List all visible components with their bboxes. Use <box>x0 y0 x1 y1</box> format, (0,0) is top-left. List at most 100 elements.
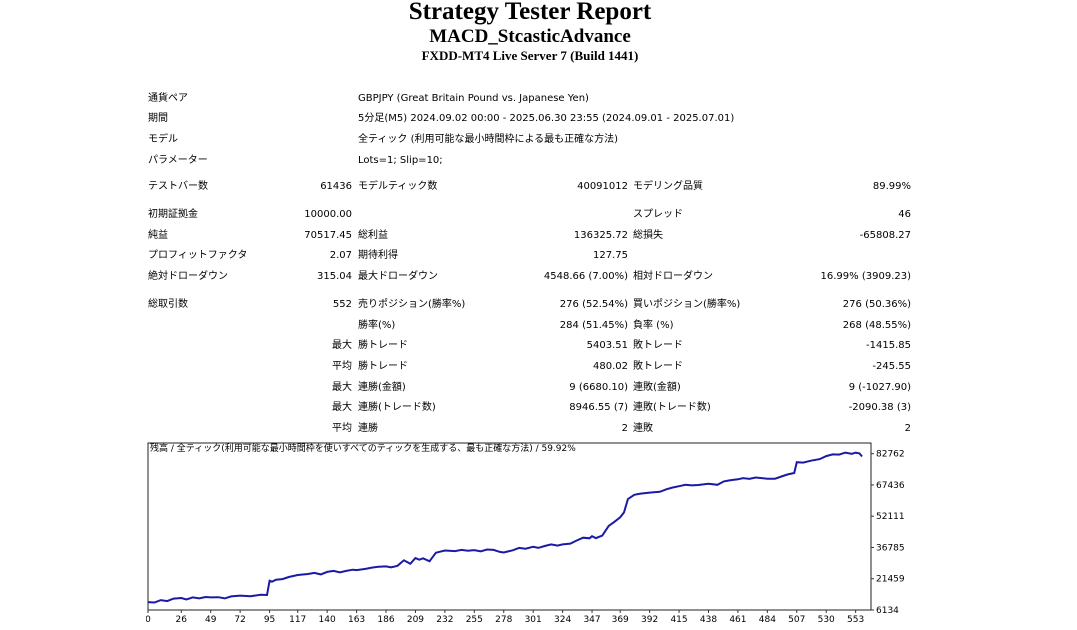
balance-chart-svg: 0 26 49 72 95 117 140 163 186 209 232 255 278 301 324 3… <box>146 442 905 625</box>
average-consecutive-wins-value: 2 <box>621 423 628 434</box>
x-tick-label: 49 <box>205 615 217 625</box>
absolute-drawdown-label: 絶対ドローダウン <box>148 271 228 282</box>
x-tick-label: 140 <box>319 615 336 625</box>
spread-value: 46 <box>898 209 911 220</box>
long-positions-value: 276 (50.36%) <box>842 299 911 310</box>
average-win-value: 480.02 <box>593 361 628 372</box>
report-title: Strategy Tester Report <box>408 0 652 25</box>
average-consecutive-label: 平均 <box>332 423 352 434</box>
total-trades-label: 総取引数 <box>148 299 188 310</box>
max-consecutive-wins-label: 連勝(金額) <box>358 382 406 393</box>
y-tick-label: 52111 <box>876 512 905 522</box>
gross-loss-value: -65808.27 <box>859 230 911 241</box>
gross-profit-value: 136325.72 <box>573 230 628 241</box>
x-tick-label: 553 <box>847 615 864 625</box>
x-tick-label: 507 <box>788 615 805 625</box>
max-consecutive-losses-label: 連敗(金額) <box>633 382 681 393</box>
y-tick-label: 6134 <box>876 606 899 616</box>
net-profit-value: 70517.45 <box>304 230 352 241</box>
x-tick-label: 347 <box>583 615 600 625</box>
maximal-drawdown-value: 4548.66 (7.00%) <box>543 271 628 282</box>
balance-line <box>147 451 863 604</box>
average-label: 平均 <box>332 361 352 372</box>
largest-label: 最大 <box>332 340 352 351</box>
x-tick-label: 392 <box>641 615 658 625</box>
loss-rate-value: 268 (48.55%) <box>842 320 911 331</box>
period-value: 5分足(M5) 2024.09.02 00:00 - 2025.06.30 23… <box>358 113 735 124</box>
max-consecutive-losses-value: 9 (-1027.90) <box>848 382 911 393</box>
average-loss-value: -245.55 <box>872 361 911 372</box>
total-trades-value: 552 <box>332 299 352 310</box>
y-tick-label: 36785 <box>876 543 905 553</box>
x-tick-label: 461 <box>729 615 746 625</box>
max-consecutive-label: 最大 <box>332 382 352 393</box>
maximal-consecutive-label: 最大 <box>332 402 352 413</box>
x-tick-label: 415 <box>670 615 687 625</box>
x-tick-label: 530 <box>818 615 835 625</box>
largest-win-label: 勝トレード <box>358 340 408 351</box>
x-tick-label: 0 <box>146 615 151 625</box>
x-tick-label: 438 <box>700 615 717 625</box>
long-positions-label: 買いポジション(勝率%) <box>633 299 741 310</box>
period-label: 期間 <box>148 113 168 124</box>
balance-chart: 0 26 49 72 95 117 140 163 186 209 232 255 278 301 324 3… <box>146 441 906 630</box>
bars-value: 61436 <box>320 181 352 192</box>
average-win-label: 勝トレード <box>358 361 408 372</box>
x-tick-label: 186 <box>377 615 394 625</box>
maximal-consecutive-loss-label: 連敗(トレード数) <box>633 402 711 413</box>
gross-loss-label: 総損失 <box>633 230 663 241</box>
average-consecutive-wins-label: 連勝 <box>358 423 378 434</box>
max-consecutive-wins-value: 9 (6680.10) <box>569 382 628 393</box>
absolute-drawdown-value: 315.04 <box>317 271 352 282</box>
symbol-label: 通貨ペア <box>148 93 188 104</box>
model-label: モデル <box>148 134 178 145</box>
deposit-label: 初期証拠金 <box>148 209 198 220</box>
win-rate-value: 284 (51.45%) <box>559 320 628 331</box>
expected-payoff-label: 期待利得 <box>358 250 398 261</box>
params-value: Lots=1; Slip=10; <box>358 155 443 166</box>
ticks-label: モデルティック数 <box>358 181 438 192</box>
x-tick-label: 484 <box>759 615 776 625</box>
x-tick-label: 209 <box>407 615 424 625</box>
maximal-consecutive-profit-value: 8946.55 (7) <box>569 402 628 413</box>
win-rate-label: 勝率(%) <box>358 320 396 331</box>
x-tick-label: 369 <box>612 615 629 625</box>
deposit-value: 10000.00 <box>304 209 352 220</box>
profit-factor-value: 2.07 <box>329 250 352 261</box>
largest-win-value: 5403.51 <box>586 340 628 351</box>
symbol-value: GBPJPY (Great Britain Pound vs. Japanese… <box>358 93 589 104</box>
average-consecutive-losses-label: 連敗 <box>633 423 653 434</box>
plot-area <box>147 442 872 611</box>
maximal-drawdown-label: 最大ドローダウン <box>358 271 438 282</box>
short-positions-label: 売りポジション(勝率%) <box>358 299 466 310</box>
expected-payoff-value: 127.75 <box>593 250 628 261</box>
gross-profit-label: 総利益 <box>358 230 388 241</box>
x-tick-label: 278 <box>495 615 512 625</box>
average-loss-label: 敗トレード <box>633 361 683 372</box>
y-tick-label: 67436 <box>876 481 905 491</box>
x-tick-label: 232 <box>436 615 453 625</box>
relative-drawdown-label: 相対ドローダウン <box>633 271 713 282</box>
largest-loss-label: 敗トレード <box>633 340 683 351</box>
bars-label: テストバー数 <box>148 181 208 192</box>
average-consecutive-losses-value: 2 <box>904 423 911 434</box>
y-tick-label: 82762 <box>876 450 905 460</box>
quality-label: モデリング品質 <box>633 181 703 192</box>
x-tick-label: 95 <box>264 615 275 625</box>
x-tick-label: 324 <box>554 615 571 625</box>
profit-factor-label: プロフィットファクタ <box>148 250 248 261</box>
x-tick-label: 26 <box>176 615 188 625</box>
model-value: 全ティック (利用可能な最小時間枠による最も正確な方法) <box>358 134 619 145</box>
x-tick-label: 72 <box>234 615 245 625</box>
x-tick-label: 301 <box>525 615 542 625</box>
x-tick-label: 117 <box>289 615 306 625</box>
params-label: パラメーター <box>148 155 208 166</box>
ea-name: MACD_StcasticAdvance <box>429 26 631 47</box>
x-tick-label: 255 <box>466 615 483 625</box>
chart-title: 残高 / 全ティック(利用可能な最小時間枠を使いすべてのティックを生成する、最も… <box>150 444 576 454</box>
y-tick-label: 21459 <box>876 575 905 585</box>
maximal-consecutive-profit-label: 連勝(トレード数) <box>358 402 436 413</box>
x-tick-label: 163 <box>348 615 365 625</box>
loss-rate-label: 負率 (%) <box>633 320 674 331</box>
short-positions-value: 276 (52.54%) <box>559 299 628 310</box>
